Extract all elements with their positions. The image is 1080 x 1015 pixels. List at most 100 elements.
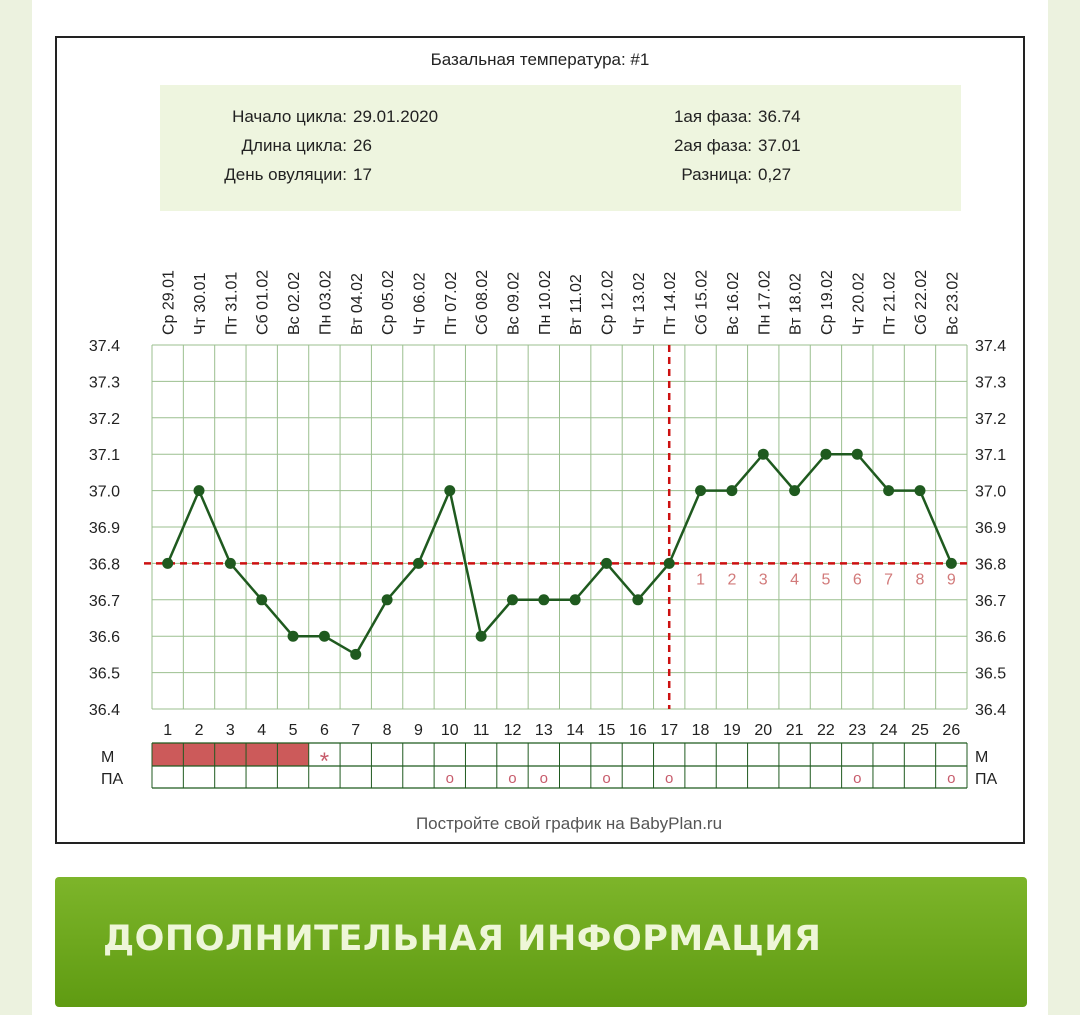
y-tick-right: 36.8	[975, 556, 1006, 573]
luteal-day-label: 7	[884, 571, 893, 588]
date-label: Чт 30.01	[192, 272, 209, 335]
pa-row-label-right: ПА	[975, 771, 998, 788]
temperature-point	[883, 485, 895, 497]
y-tick-right: 36.5	[975, 666, 1006, 683]
luteal-day-label: 2	[727, 571, 736, 588]
menses-cell	[214, 743, 247, 766]
pa-marker: o	[446, 770, 454, 787]
pa-marker: o	[947, 770, 955, 787]
y-tick-right: 37.4	[975, 338, 1006, 355]
pa-marker: o	[540, 770, 548, 787]
day-number: 23	[848, 722, 866, 739]
info-value-phase2: 37.01	[758, 136, 801, 155]
day-number: 6	[320, 722, 329, 739]
pa-marker: o	[853, 770, 861, 787]
chart-footer: Постройте свой график на BabyPlan.ru	[416, 814, 722, 833]
pa-marker: o	[508, 770, 516, 787]
date-label: Пт 07.02	[443, 272, 460, 335]
menses-cell	[277, 743, 309, 766]
page-panel: Базальная температура: #1 Начало цикла: 29…	[32, 0, 1048, 1015]
date-label: Чт 13.02	[631, 272, 648, 335]
date-label: Пт 14.02	[662, 272, 679, 335]
y-tick-right: 36.9	[975, 520, 1006, 537]
day-number: 13	[535, 722, 553, 739]
day-number: 21	[786, 722, 804, 739]
day-number: 25	[911, 722, 929, 739]
temperature-point	[851, 448, 863, 460]
y-tick-left: 37.3	[89, 374, 120, 391]
y-tick-right: 37.1	[975, 447, 1006, 464]
temperature-point	[569, 594, 581, 606]
date-label: Ср 29.01	[161, 270, 178, 335]
menses-cell	[183, 743, 215, 766]
y-tick-left: 36.4	[89, 702, 120, 719]
y-tick-left: 37.1	[89, 447, 120, 464]
day-number: 12	[504, 722, 522, 739]
y-tick-left: 36.9	[89, 520, 120, 537]
additional-info-banner[interactable]: ДОПОЛНИТЕЛЬНАЯ ИНФОРМАЦИЯ	[55, 877, 1027, 1007]
date-label: Ср 12.02	[600, 270, 617, 335]
pa-marker: o	[665, 770, 673, 787]
date-label: Вс 02.02	[286, 272, 303, 335]
temperature-point	[412, 557, 424, 569]
temperature-point	[224, 557, 236, 569]
temperature-point	[695, 485, 707, 497]
y-tick-left: 36.6	[89, 629, 120, 646]
day-number: 10	[441, 722, 459, 739]
banner-title: ДОПОЛНИТЕЛЬНАЯ ИНФОРМАЦИЯ	[103, 919, 822, 959]
y-tick-right: 36.4	[975, 702, 1006, 719]
info-value-cycle-start: 29.01.2020	[353, 107, 438, 126]
luteal-day-label: 1	[696, 571, 705, 588]
temperature-point	[757, 448, 769, 460]
temperature-point	[475, 630, 487, 642]
info-value-diff: 0,27	[758, 165, 791, 184]
y-tick-right: 37.0	[975, 484, 1006, 501]
chart-title: Базальная температура: #1	[431, 50, 650, 69]
temperature-point	[318, 630, 330, 642]
temperature-point	[350, 648, 362, 660]
day-number: 11	[473, 722, 490, 739]
day-number: 4	[257, 722, 266, 739]
menses-star-marker: *	[320, 748, 329, 775]
temperature-point	[162, 557, 174, 569]
temperature-point	[789, 485, 801, 497]
m-row-label-left: М	[101, 749, 114, 766]
day-number: 15	[598, 722, 616, 739]
temperature-point	[632, 594, 644, 606]
info-value-phase1: 36.74	[758, 107, 801, 126]
luteal-day-label: 9	[947, 571, 956, 588]
day-number: 16	[629, 722, 647, 739]
y-tick-right: 37.3	[975, 374, 1006, 391]
info-value-ovulation-day: 17	[353, 165, 372, 184]
y-tick-right: 36.6	[975, 629, 1006, 646]
day-number: 17	[660, 722, 678, 739]
day-number: 24	[880, 722, 898, 739]
temperature-point	[914, 485, 926, 497]
temperature-point	[601, 557, 613, 569]
luteal-day-label: 3	[759, 571, 768, 588]
y-tick-left: 37.2	[89, 411, 120, 428]
info-label-diff: Разница:	[681, 165, 752, 184]
date-label: Вс 16.02	[725, 272, 742, 335]
y-tick-left: 37.0	[89, 484, 120, 501]
date-label: Сб 15.02	[694, 270, 711, 335]
date-label: Пн 17.02	[756, 270, 773, 335]
temperature-point	[726, 485, 738, 497]
date-label: Вт 11.02	[568, 274, 585, 335]
y-tick-right: 36.7	[975, 593, 1006, 610]
date-label: Пт 21.02	[882, 272, 899, 335]
temperature-point	[663, 557, 675, 569]
day-number: 9	[414, 722, 423, 739]
day-number: 5	[289, 722, 298, 739]
info-label-phase1: 1ая фаза:	[674, 107, 752, 126]
temperature-point	[945, 557, 957, 569]
temperature-point	[538, 594, 550, 606]
date-label: Сб 08.02	[474, 270, 491, 335]
day-number: 22	[817, 722, 835, 739]
temperature-point	[256, 594, 268, 606]
luteal-day-label: 4	[790, 571, 799, 588]
date-label: Сб 01.02	[255, 270, 272, 335]
temperature-point	[381, 594, 393, 606]
day-number: 20	[754, 722, 772, 739]
